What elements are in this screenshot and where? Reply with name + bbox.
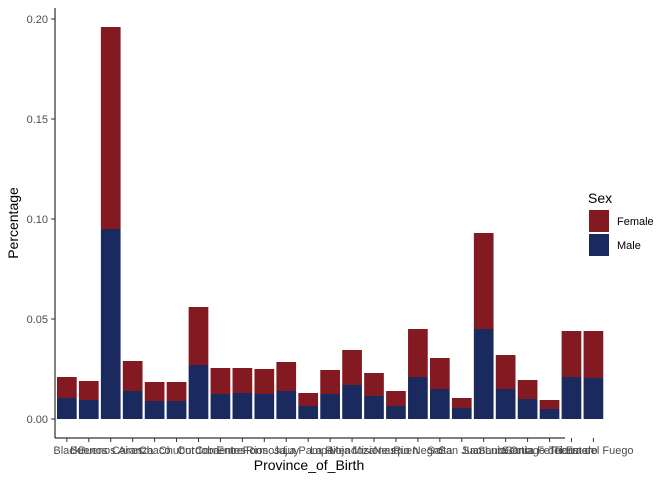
bar-female-23: [561, 331, 582, 377]
x-tick-label-17: Salta: [427, 445, 453, 457]
bar-female-13: [342, 350, 362, 385]
bar-male-14: [364, 396, 384, 419]
bar-female-11: [298, 393, 319, 406]
bar-male-12: [320, 394, 340, 419]
bar-female-15: [386, 391, 406, 406]
y-tick-label-2: 0.10: [27, 214, 48, 226]
bar-male-24: [583, 378, 604, 419]
bar-male-10: [276, 391, 297, 419]
x-tick-label-20: Santa Cruz: [478, 445, 533, 457]
bar-male-16: [408, 377, 428, 419]
y-axis-title: Percentage: [5, 187, 21, 259]
bar-female-22: [539, 400, 560, 409]
bar-male-3: [122, 391, 143, 419]
x-tick-label-13: Mendoza: [329, 445, 375, 457]
bar-male-4: [144, 401, 165, 419]
legend-label-male: Male: [617, 240, 641, 252]
bar-female-19: [473, 233, 494, 329]
bar-male-13: [342, 385, 362, 419]
bar-male-2: [100, 229, 121, 419]
bar-female-10: [276, 362, 297, 391]
bar-male-6: [188, 365, 209, 419]
x-tick-label-3: Caranza: [112, 445, 154, 457]
bar-female-3: [122, 361, 143, 391]
bar-female-6: [188, 307, 209, 365]
x-tick-label-23: Tucuman: [549, 445, 594, 457]
x-tick-label-8: Entre Rios: [217, 445, 269, 457]
x-tick-label-22: Santiago del Estero: [502, 445, 598, 457]
x-tick-label-5: Chubut: [159, 445, 194, 457]
bar-male-23: [561, 377, 582, 419]
bar-female-21: [517, 380, 538, 399]
bar-female-12: [320, 370, 340, 394]
bar-male-17: [429, 389, 450, 419]
legend-swatch-male: [589, 234, 609, 256]
bar-female-2: [100, 27, 121, 229]
bar-male-7: [210, 394, 231, 419]
x-tick-label-21: Santa Fe: [505, 445, 550, 457]
x-tick-label-14: Misiones: [352, 445, 396, 457]
bar-male-9: [254, 394, 275, 419]
y-tick-label-1: 0.05: [27, 314, 48, 326]
bar-male-15: [386, 406, 406, 419]
y-axis: 0.00 0.05 0.10 0.15 0.20: [27, 8, 56, 438]
y-tick-label-3: 0.15: [27, 114, 48, 126]
y-tick-label-4: 0.20: [27, 14, 48, 26]
x-tick-label-9: Formosa: [243, 445, 287, 457]
x-tick-label-19: San Luis: [462, 445, 505, 457]
x-tick-label-10: Jujuy: [273, 445, 299, 457]
bar-male-5: [166, 401, 187, 419]
bar-female-20: [495, 355, 516, 389]
x-tick-label-11: La Pampa: [283, 445, 334, 457]
bar-female-17: [429, 358, 450, 389]
legend-label-female: Female: [617, 216, 654, 228]
bar-male-21: [517, 399, 538, 419]
bar-female-7: [210, 368, 231, 394]
x-tick-label-18: San Juan: [439, 445, 485, 457]
y-tick-label-0: 0.00: [27, 414, 48, 426]
bar-male-19: [473, 329, 494, 419]
bars-group: [57, 27, 604, 419]
bar-female-24: [583, 331, 604, 378]
bar-male-11: [298, 406, 319, 419]
bar-female-5: [166, 382, 187, 401]
bar-male-8: [232, 393, 253, 419]
x-tick-label-16: Rio Negro: [393, 445, 443, 457]
bar-male-22: [539, 409, 560, 419]
x-tick-label-7: Corrientes: [195, 445, 246, 457]
bar-male-18: [451, 408, 472, 419]
x-tick-label-2: Buenos Aires: [78, 445, 143, 457]
bar-female-18: [451, 398, 472, 408]
x-tick-label-1: Buenos: [70, 445, 108, 457]
x-tick-label-4: Chaco: [139, 445, 171, 457]
legend-swatch-female: [589, 210, 609, 232]
bar-female-0: [57, 377, 77, 398]
bar-male-20: [495, 389, 516, 419]
bar-female-9: [254, 369, 275, 394]
x-tick-label-6: Cordoba: [177, 445, 220, 457]
legend-title: Sex: [588, 190, 612, 206]
bar-female-4: [144, 382, 165, 401]
bar-female-14: [364, 373, 384, 396]
x-axis-title: Province_of_Birth: [254, 457, 365, 473]
bar-female-8: [232, 368, 253, 393]
bar-female-1: [78, 381, 99, 400]
x-tick-label-24: Tierra del Fuego: [553, 445, 633, 457]
x-tick-label-12: La Rioja: [310, 445, 351, 457]
bar-female-16: [408, 329, 428, 377]
bar-male-1: [78, 400, 99, 419]
legend: Sex Female Male: [588, 190, 654, 256]
x-tick-label-0: Black: [53, 445, 80, 457]
x-tick-label-15: Neuquen: [374, 445, 419, 457]
bar-male-0: [57, 398, 77, 419]
